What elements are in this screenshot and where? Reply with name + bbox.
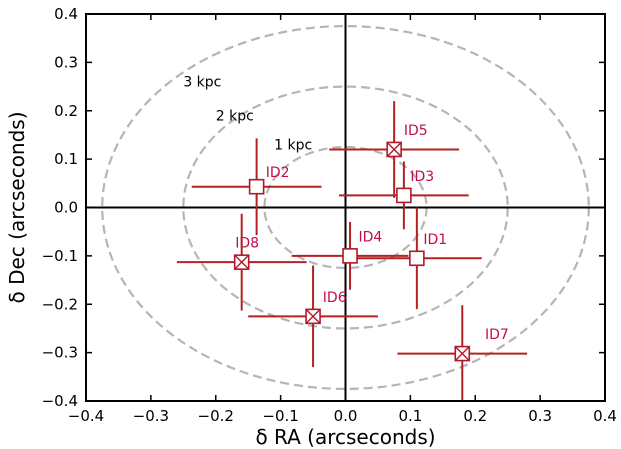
axis-ticks: −0.4 −0.3 −0.2 −0.1 0.0 0.1 0.2 0.3 0.4 −0.4 −0.3 −… — [42, 5, 617, 425]
point-label-id6: ID6 — [323, 290, 347, 306]
marker-id2 — [248, 178, 265, 195]
x-axis-label: δ RA (arcseconds) — [255, 425, 435, 449]
point-label-id5: ID5 — [404, 123, 428, 139]
x-tick-label-2: −0.2 — [198, 407, 234, 425]
y-tick-label-8: 0.4 — [54, 5, 78, 23]
x-tick-label-0: −0.4 — [68, 407, 104, 425]
y-tick-label-5: 0.1 — [54, 150, 78, 168]
y-tick-label-2: −0.2 — [42, 295, 78, 313]
marker-square-id2 — [248, 178, 265, 195]
x-tick-label-5: 0.1 — [398, 407, 422, 425]
x-tick-label-8: 0.4 — [593, 407, 617, 425]
x-tick-label-7: 0.3 — [528, 407, 552, 425]
point-label-id4: ID4 — [358, 229, 382, 245]
marker-cross-b-id7 — [454, 346, 470, 362]
y-tick-label-4: 0.0 — [54, 199, 78, 217]
marker-square-id4 — [342, 248, 358, 264]
marker-id6 — [305, 308, 321, 325]
ring-label-3: 3 kpc — [183, 75, 221, 91]
marker-id1 — [409, 250, 425, 267]
data-markers — [233, 141, 471, 362]
marker-id3 — [396, 187, 412, 204]
ring-label-2: 2 kpc — [216, 108, 254, 124]
marker-id4 — [342, 248, 358, 264]
marker-square-id1 — [409, 250, 425, 267]
ring-label-1: 1 kpc — [274, 137, 312, 153]
x-tick-label-1: −0.3 — [133, 407, 169, 425]
y-tick-label-3: −0.1 — [42, 247, 78, 265]
marker-cross-b-id6 — [305, 308, 321, 324]
y-axis-label: δ Dec (arcseconds) — [5, 111, 29, 303]
point-label-id2: ID2 — [266, 165, 290, 181]
marker-cross-b-id8 — [234, 254, 250, 270]
marker-id8 — [233, 254, 250, 270]
point-labels: ID1 ID2 ID3 ID4 ID5 ID6 ID7 ID8 — [235, 123, 509, 343]
y-tick-label-7: 0.3 — [54, 53, 78, 71]
x-tick-label-6: 0.2 — [463, 407, 487, 425]
x-tick-label-3: −0.1 — [262, 407, 298, 425]
point-label-id3: ID3 — [410, 169, 434, 185]
reference-lines — [86, 14, 605, 401]
plot-frame — [85, 13, 606, 402]
marker-id7 — [454, 345, 471, 362]
marker-id5 — [386, 141, 402, 158]
point-label-id8: ID8 — [235, 236, 259, 252]
marker-square-id3 — [396, 187, 412, 204]
y-tick-label-1: −0.3 — [42, 344, 78, 362]
point-label-id1: ID1 — [423, 232, 447, 248]
marker-cross-b-id5 — [386, 141, 402, 157]
y-tick-label-0: −0.4 — [42, 392, 78, 410]
x-tick-label-4: 0.0 — [334, 407, 358, 425]
y-tick-label-6: 0.2 — [54, 102, 78, 120]
point-label-id7: ID7 — [485, 327, 509, 343]
